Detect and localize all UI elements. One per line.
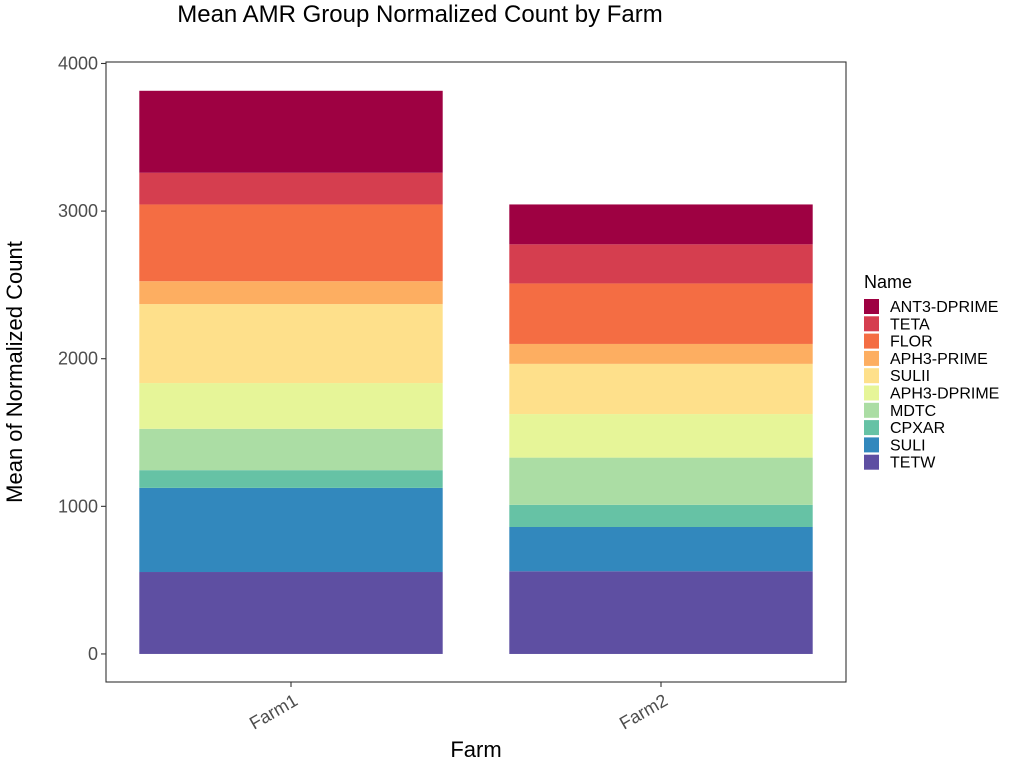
legend-title: Name: [864, 272, 912, 292]
bar-segment-farm2-tetw: [509, 571, 813, 654]
bar-segment-farm2-aph3-prime: [509, 343, 813, 364]
bar-segment-farm2-mdtc: [509, 457, 813, 505]
legend-key-tetw: [864, 454, 879, 470]
bar-segment-farm1-tetw: [139, 572, 443, 654]
bar-segment-farm1-suli: [139, 487, 443, 573]
bar-segment-farm2-flor: [509, 283, 813, 344]
bar-segment-farm1-sulii: [139, 304, 443, 384]
y-tick-label: 2000: [58, 349, 98, 369]
bar-segment-farm1-ant3-dprime: [139, 90, 443, 173]
bar-segment-farm2-teta: [509, 244, 813, 284]
legend-label-aph3-prime: APH3-PRIME: [890, 351, 988, 368]
legend-label-tetw: TETW: [890, 455, 936, 472]
legend-key-teta: [864, 316, 879, 332]
legend-key-flor: [864, 333, 879, 349]
x-tick-label-farm2: Farm2: [616, 690, 671, 733]
x-axis: Farm1 Farm2: [246, 682, 671, 733]
y-tick-label: 0: [88, 644, 98, 664]
bar-segment-farm1-aph3-prime: [139, 281, 443, 305]
legend-key-ant3-dprime: [864, 299, 879, 314]
bar-segment-farm1-mdtc: [139, 428, 443, 471]
legend-key-cpxar: [864, 420, 879, 436]
bar-segment-farm1-cpxar: [139, 470, 443, 488]
bars-group: [139, 90, 813, 654]
bar-segment-farm1-aph3-dprime: [139, 383, 443, 429]
x-tick-label-farm1: Farm1: [246, 690, 301, 733]
y-axis: 0 1000 2000 3000 4000: [58, 53, 106, 664]
bar-segment-farm1-teta: [139, 172, 443, 205]
x-axis-title: Farm: [450, 737, 501, 762]
y-tick-label: 4000: [58, 53, 98, 73]
legend-label-aph3-dprime: APH3-DPRIME: [890, 386, 999, 403]
legend-key-suli: [864, 437, 879, 453]
legend-key-sulii: [864, 368, 879, 384]
y-tick-label: 3000: [58, 201, 98, 221]
legend-key-aph3-prime: [864, 350, 879, 366]
bar-segment-farm2-cpxar: [509, 504, 813, 527]
y-axis-title: Mean of Normalized Count: [2, 241, 27, 503]
legend: Name ANT3-DPRIMETETAFLORAPH3-PRIMESULIIA…: [864, 272, 999, 472]
legend-label-suli: SULI: [890, 437, 926, 454]
legend-label-cpxar: CPXAR: [890, 420, 945, 437]
bar-segment-farm1-flor: [139, 204, 443, 282]
legend-label-ant3-dprime: ANT3-DPRIME: [890, 299, 998, 316]
legend-label-teta: TETA: [890, 316, 930, 333]
bar-segment-farm2-suli: [509, 527, 813, 572]
legend-label-flor: FLOR: [890, 334, 933, 351]
y-tick-label: 1000: [58, 496, 98, 516]
bar-segment-farm2-sulii: [509, 363, 813, 415]
legend-key-mdtc: [864, 402, 879, 418]
chart-title: Mean AMR Group Normalized Count by Farm: [177, 1, 663, 28]
bar-segment-farm2-aph3-dprime: [509, 414, 813, 458]
legend-label-sulii: SULII: [890, 368, 930, 385]
legend-key-aph3-dprime: [864, 385, 879, 401]
bar-segment-farm2-ant3-dprime: [509, 204, 813, 245]
legend-label-mdtc: MDTC: [890, 403, 936, 420]
